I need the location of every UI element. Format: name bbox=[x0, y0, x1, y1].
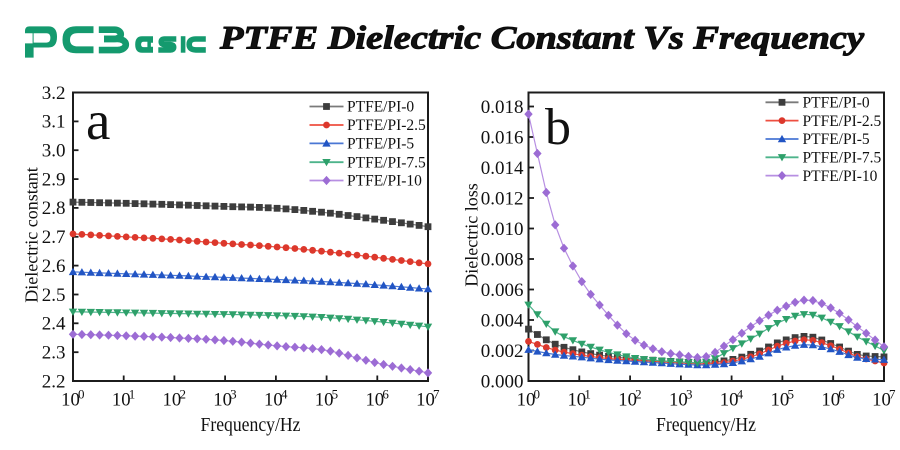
svg-text:0.016: 0.016 bbox=[481, 127, 524, 148]
svg-text:2: 2 bbox=[635, 386, 642, 401]
svg-text:0.014: 0.014 bbox=[481, 158, 524, 179]
svg-text:10: 10 bbox=[567, 390, 586, 411]
svg-text:7: 7 bbox=[889, 386, 896, 401]
svg-text:10: 10 bbox=[517, 390, 536, 411]
svg-text:10: 10 bbox=[61, 390, 80, 411]
svg-text:Dielectric constant: Dielectric constant bbox=[22, 167, 42, 302]
svg-text:10: 10 bbox=[315, 390, 334, 411]
svg-text:10: 10 bbox=[264, 390, 283, 411]
svg-text:10: 10 bbox=[821, 390, 840, 411]
svg-text:2.2: 2.2 bbox=[42, 371, 66, 392]
svg-text:2.9: 2.9 bbox=[42, 169, 66, 190]
svg-text:b: b bbox=[545, 99, 571, 156]
svg-text:6: 6 bbox=[382, 386, 389, 401]
svg-text:PTFE/PI-10: PTFE/PI-10 bbox=[347, 173, 422, 190]
svg-text:2.6: 2.6 bbox=[42, 256, 66, 277]
svg-text:0.010: 0.010 bbox=[481, 219, 524, 240]
svg-text:0.008: 0.008 bbox=[481, 249, 524, 270]
svg-text:PTFE/PI-7.5: PTFE/PI-7.5 bbox=[347, 154, 426, 171]
svg-text:10: 10 bbox=[771, 390, 790, 411]
svg-text:3.2: 3.2 bbox=[42, 83, 66, 104]
svg-text:0.002: 0.002 bbox=[481, 341, 524, 362]
svg-text:10: 10 bbox=[872, 390, 891, 411]
svg-text:PTFE/PI-0: PTFE/PI-0 bbox=[803, 95, 870, 112]
svg-text:5: 5 bbox=[332, 386, 339, 401]
svg-text:1: 1 bbox=[129, 386, 136, 401]
svg-text:2.7: 2.7 bbox=[42, 227, 66, 248]
svg-text:3.0: 3.0 bbox=[42, 141, 66, 162]
svg-text:2.5: 2.5 bbox=[42, 285, 66, 306]
svg-text:PTFE/PI-7.5: PTFE/PI-7.5 bbox=[803, 150, 882, 167]
svg-text:0.012: 0.012 bbox=[481, 188, 524, 209]
svg-text:Dielectric loss: Dielectric loss bbox=[462, 183, 482, 286]
svg-text:Frequency/Hz: Frequency/Hz bbox=[656, 415, 756, 436]
svg-text:10: 10 bbox=[213, 390, 232, 411]
svg-text:0.000: 0.000 bbox=[481, 371, 524, 392]
svg-text:2.8: 2.8 bbox=[42, 198, 66, 219]
svg-text:0.018: 0.018 bbox=[481, 97, 524, 118]
svg-text:PTFE/PI-10: PTFE/PI-10 bbox=[803, 168, 878, 185]
svg-text:10: 10 bbox=[720, 390, 739, 411]
svg-text:3.1: 3.1 bbox=[42, 112, 66, 133]
svg-text:5: 5 bbox=[787, 386, 794, 401]
svg-text:0: 0 bbox=[534, 386, 541, 401]
svg-text:10: 10 bbox=[618, 390, 637, 411]
svg-text:0: 0 bbox=[78, 386, 85, 401]
svg-text:10: 10 bbox=[112, 390, 131, 411]
svg-text:Frequency/Hz: Frequency/Hz bbox=[201, 415, 301, 436]
svg-text:10: 10 bbox=[365, 390, 384, 411]
svg-text:4: 4 bbox=[737, 386, 744, 401]
svg-text:10: 10 bbox=[163, 390, 182, 411]
svg-text:3: 3 bbox=[686, 386, 693, 401]
svg-text:PTFE/PI-5: PTFE/PI-5 bbox=[347, 136, 414, 153]
svg-text:2.4: 2.4 bbox=[42, 314, 66, 335]
svg-text:0.004: 0.004 bbox=[481, 310, 524, 331]
svg-text:0.006: 0.006 bbox=[481, 280, 524, 301]
svg-text:PTFE/PI-0: PTFE/PI-0 bbox=[347, 99, 414, 116]
svg-text:PTFE/PI-5: PTFE/PI-5 bbox=[803, 131, 870, 148]
svg-text:PTFE/PI-2.5: PTFE/PI-2.5 bbox=[347, 117, 426, 134]
svg-text:10: 10 bbox=[669, 390, 688, 411]
svg-text:2.3: 2.3 bbox=[42, 343, 66, 364]
svg-text:7: 7 bbox=[433, 386, 440, 401]
svg-text:10: 10 bbox=[416, 390, 435, 411]
svg-text:4: 4 bbox=[281, 386, 288, 401]
svg-text:3: 3 bbox=[230, 386, 237, 401]
svg-text:1: 1 bbox=[584, 386, 591, 401]
svg-text:a: a bbox=[86, 90, 110, 151]
svg-text:2: 2 bbox=[179, 386, 186, 401]
svg-text:6: 6 bbox=[838, 386, 845, 401]
svg-text:PTFE Dielectric Constant Vs Fr: PTFE Dielectric Constant Vs Frequency bbox=[219, 21, 865, 57]
svg-text:PTFE/PI-2.5: PTFE/PI-2.5 bbox=[803, 113, 882, 130]
